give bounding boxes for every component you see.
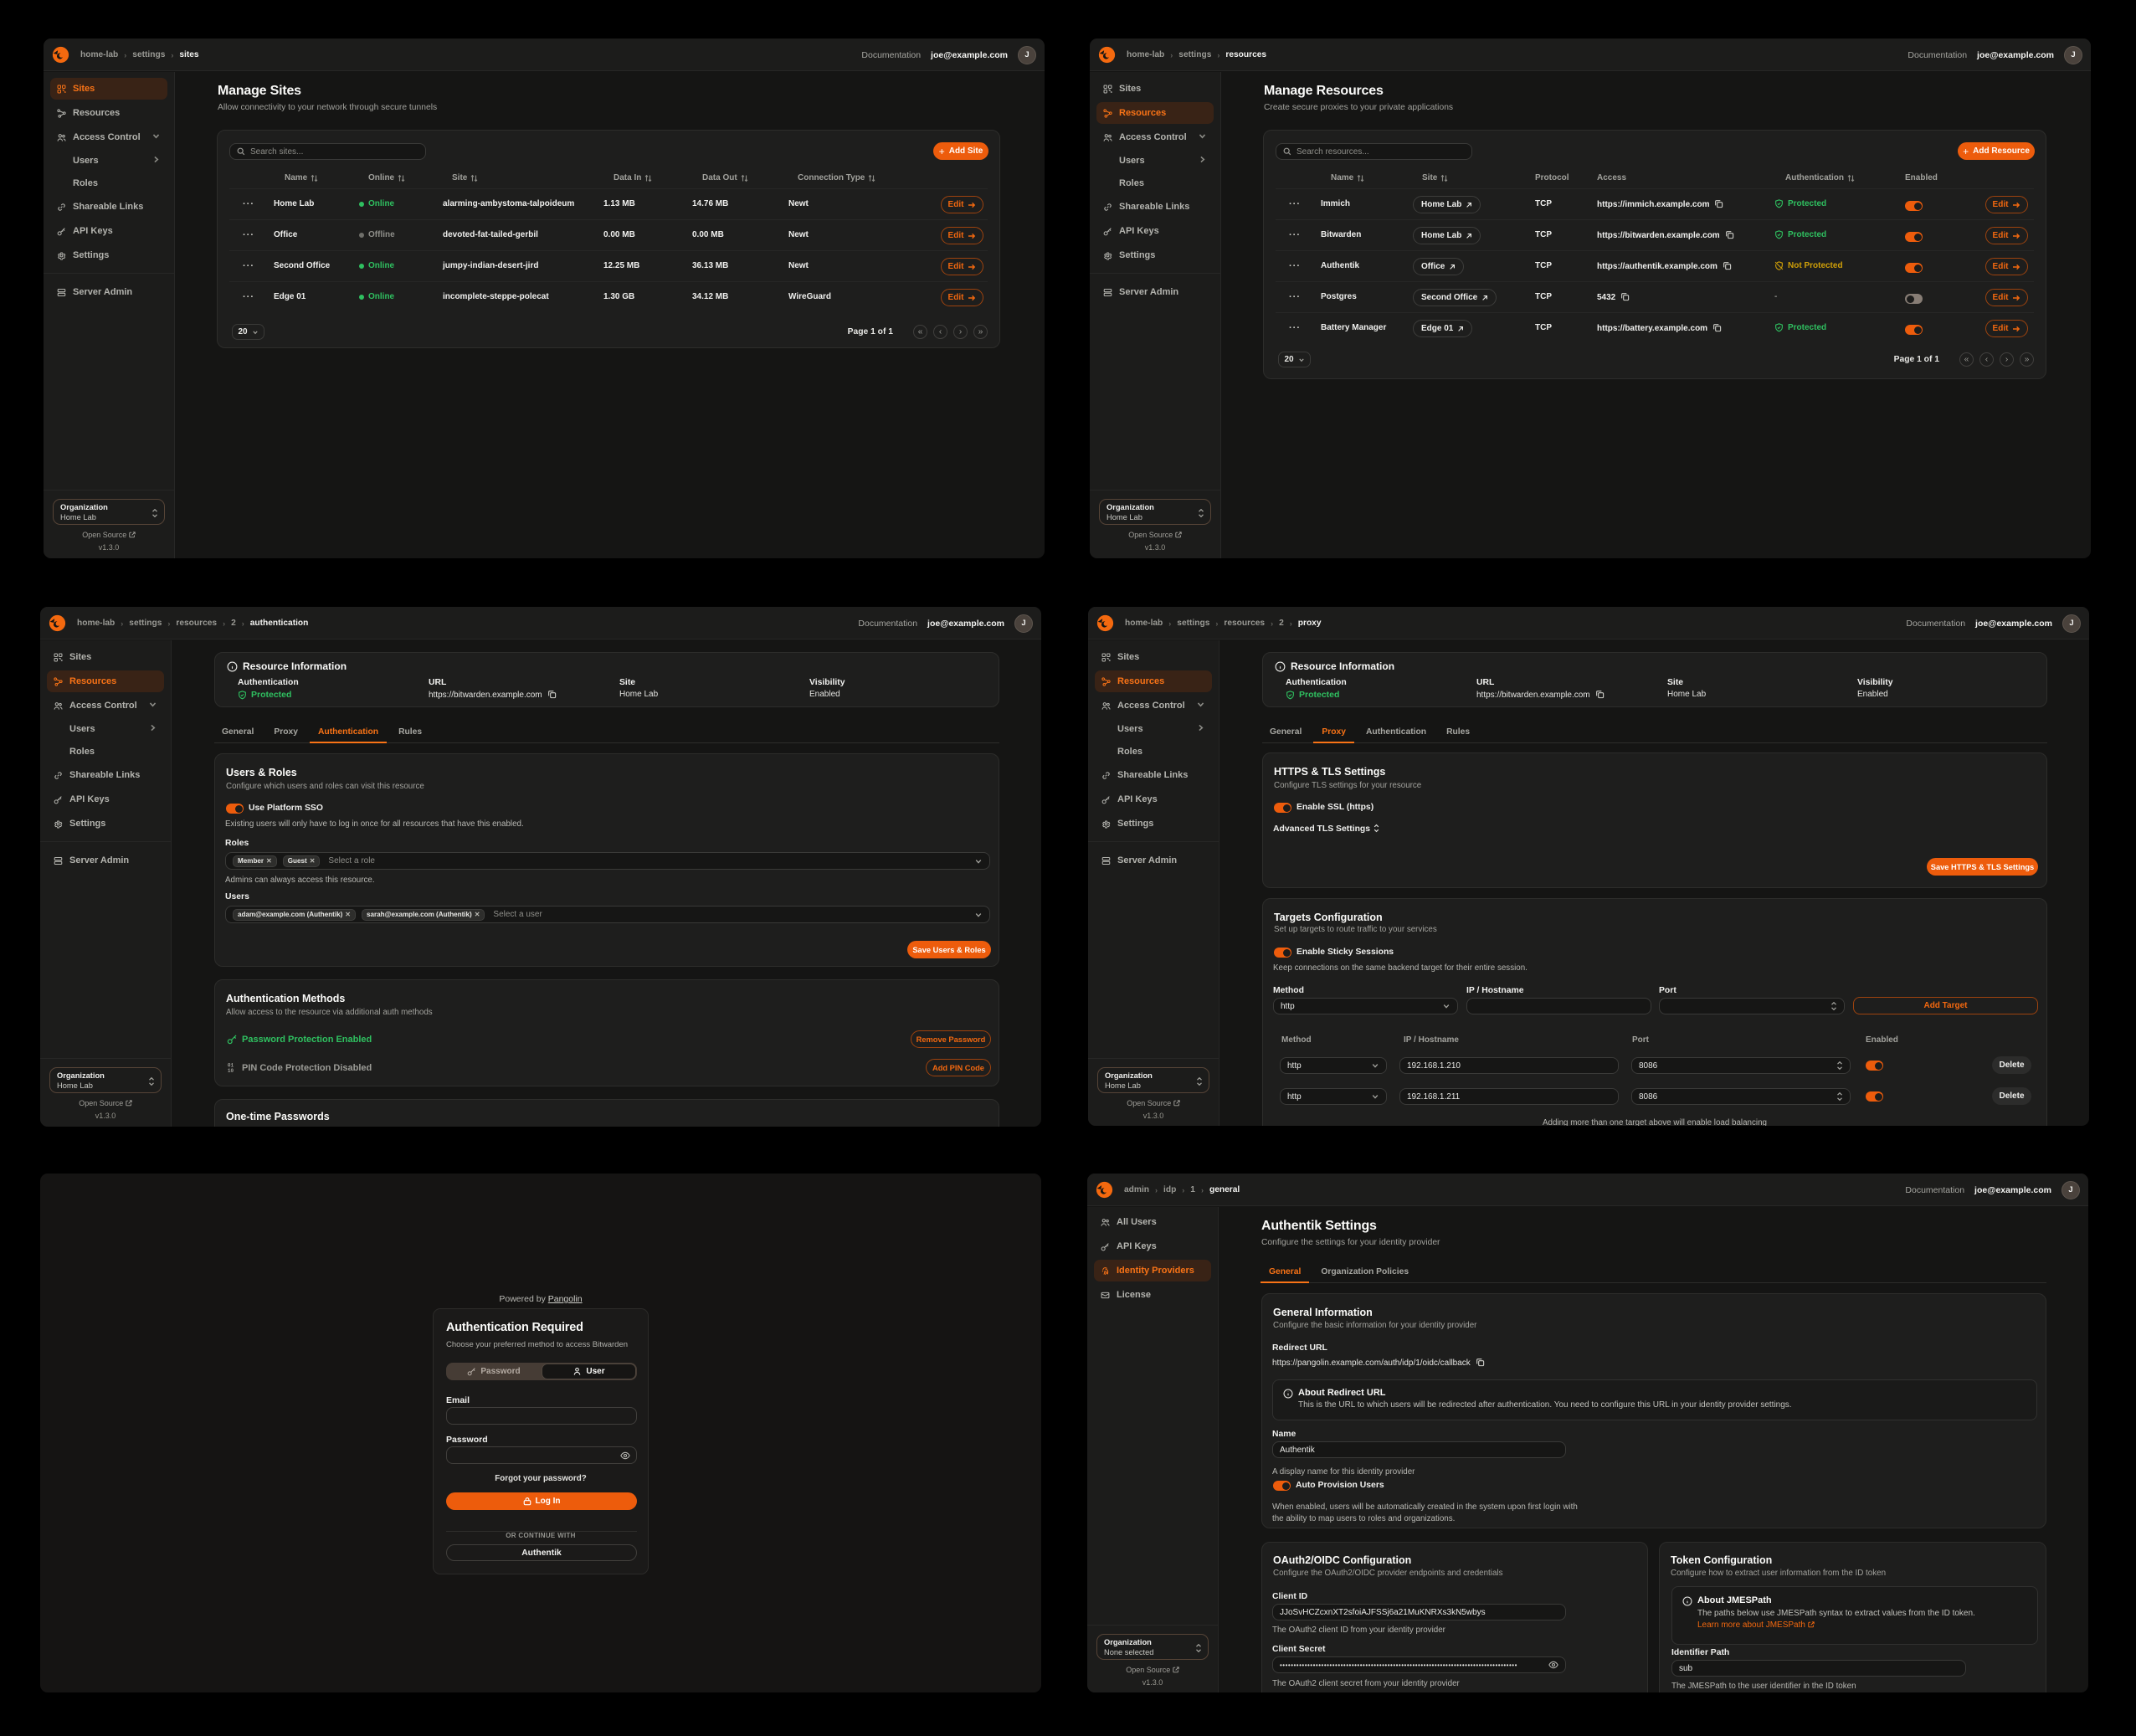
svg-text:10: 10 <box>228 1068 234 1073</box>
svg-text:01: 01 <box>228 1063 234 1069</box>
